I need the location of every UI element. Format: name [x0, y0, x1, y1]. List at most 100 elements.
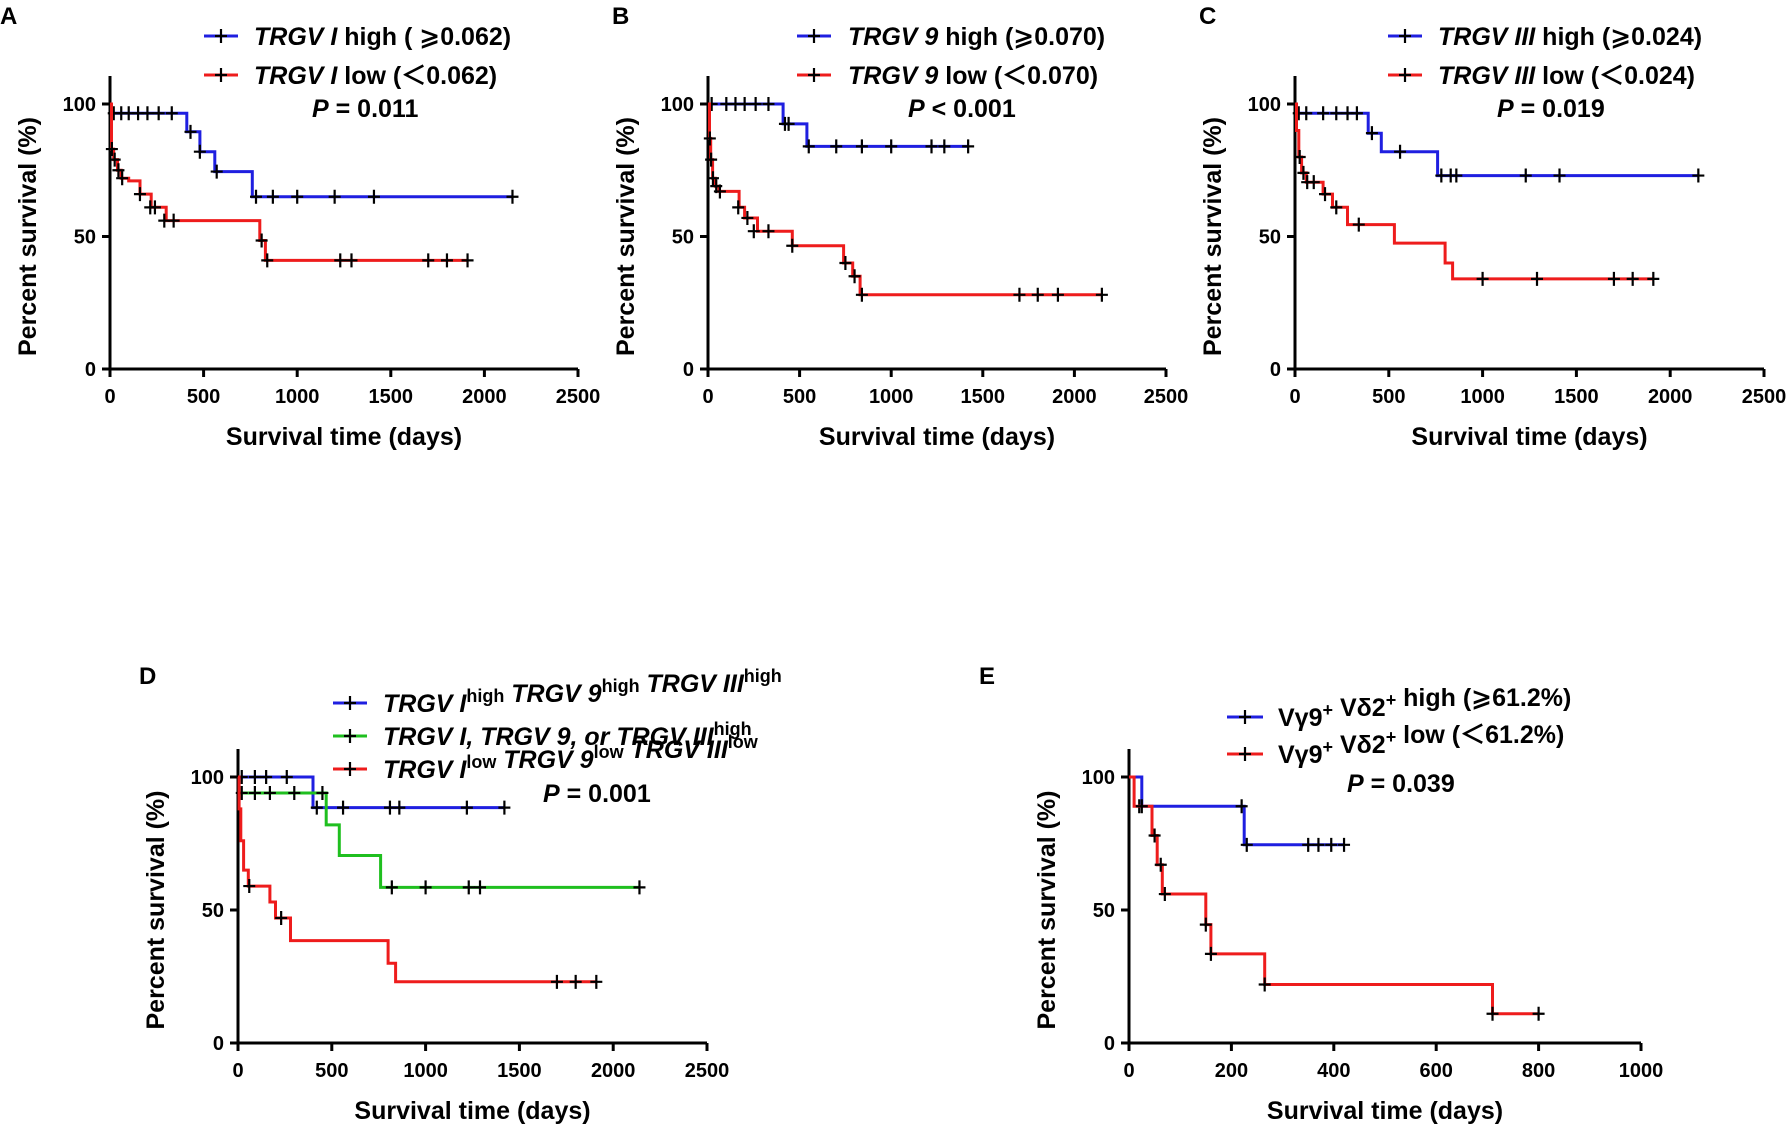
censor-mark — [116, 171, 129, 186]
censor-mark — [1486, 1006, 1499, 1021]
legend-label: Vγ9+ Vδ2+ low (＜61.2%) — [1278, 721, 1564, 769]
censor-mark — [460, 800, 473, 815]
x-axis-title: Survival time (days) — [354, 1097, 590, 1125]
legend-level: low (＜0.062) — [337, 62, 497, 90]
panel-letter: A — [0, 3, 17, 30]
x-tick-label: 1500 — [369, 386, 414, 408]
p-value: P = 0.019 — [1497, 95, 1605, 123]
p-number: = 0.001 — [560, 780, 651, 808]
legend-censor-mark — [215, 68, 227, 82]
legend-superscript: + — [1386, 690, 1397, 710]
censor-mark — [334, 253, 347, 268]
y-tick-label: 50 — [74, 227, 96, 249]
censor-mark — [1051, 287, 1064, 302]
censor-mark — [848, 269, 861, 284]
legend-text: Vδ2 — [1333, 731, 1386, 759]
legend-level: high (⩾0.024) — [1535, 23, 1702, 51]
censor-mark — [248, 770, 261, 784]
legend-text: TRGV 9 — [504, 680, 601, 708]
legend-censor-mark — [1239, 747, 1251, 761]
legend-text: Vδ2 — [1333, 694, 1386, 722]
censor-mark — [830, 139, 843, 154]
x-tick-label: 1000 — [869, 386, 914, 408]
censor-mark — [1013, 287, 1026, 302]
censor-mark — [367, 189, 380, 204]
y-tick-label: 50 — [672, 227, 694, 249]
y-tick-label: 0 — [1270, 359, 1281, 381]
y-tick-label: 0 — [1104, 1033, 1115, 1055]
p-number: < 0.001 — [925, 95, 1016, 123]
legend-text: TRGV III — [624, 736, 729, 764]
panel-d: D 0 500 1000 1500 2000 2500 0 50 100 Survival time… — [139, 663, 782, 1125]
x-tick-label: 1000 — [1619, 1060, 1664, 1082]
legend-censor-mark — [808, 68, 820, 82]
censor-mark — [1330, 106, 1343, 121]
censor-mark — [1235, 799, 1248, 814]
legend-gene: TRGV I — [254, 62, 338, 90]
censor-mark — [210, 164, 223, 179]
censor-mark — [590, 974, 603, 989]
p-label: P — [1497, 95, 1514, 123]
legend-superscript: + — [1322, 700, 1333, 720]
censor-mark — [462, 880, 475, 895]
censor-mark — [762, 224, 775, 239]
y-tick-label: 50 — [1093, 900, 1115, 922]
p-label: P — [543, 780, 560, 808]
censor-mark — [328, 189, 341, 204]
censor-mark — [243, 879, 256, 894]
x-tick-label: 600 — [1420, 1060, 1453, 1082]
y-tick-label: 0 — [683, 359, 694, 381]
censor-mark — [506, 189, 519, 204]
survival-curve — [1129, 775, 1344, 847]
x-tick-label: 0 — [702, 386, 713, 408]
legend-censor-mark — [344, 762, 356, 776]
legend: Vγ9+ Vδ2+ high (⩾61.2%)Vγ9+ Vδ2+ low (＜6… — [1227, 684, 1571, 769]
legend-label: Vγ9+ Vδ2+ high (⩾61.2%) — [1278, 684, 1571, 732]
censor-mark — [633, 880, 646, 895]
legend-censor-mark — [344, 696, 356, 710]
y-axis-title: Percent survival (%) — [612, 117, 640, 356]
legend-superscript: + — [1322, 737, 1333, 757]
censor-mark — [440, 253, 453, 268]
legend: TRGV III high (⩾0.024)TRGV III low (＜0.0… — [1388, 23, 1702, 90]
x-tick-label: 0 — [1289, 386, 1300, 408]
censor-mark — [713, 184, 726, 199]
x-tick-label: 1500 — [497, 1060, 542, 1082]
x-tick-label: 2500 — [685, 1060, 730, 1082]
censor-mark — [260, 770, 273, 784]
censor-mark — [474, 880, 487, 895]
legend-superscript: low — [466, 752, 497, 772]
censor-mark — [706, 171, 719, 186]
y-tick-label: 50 — [202, 900, 224, 922]
censor-mark — [167, 213, 180, 228]
panel-c: C 0 500 1000 1500 2000 2500 0 50 100 Survival time… — [1199, 3, 1786, 451]
legend-censor-mark — [808, 29, 820, 43]
legend-level: high ( ⩾0.062) — [337, 23, 511, 51]
censor-mark — [1258, 977, 1271, 992]
censor-mark — [705, 152, 718, 167]
censor-mark — [1297, 165, 1310, 180]
x-tick-label: 500 — [1372, 386, 1405, 408]
survival-curve — [110, 111, 513, 199]
legend-gene: TRGV 9 — [848, 23, 938, 51]
censor-mark — [550, 974, 563, 989]
censor-mark — [112, 163, 125, 178]
y-axis-title: Percent survival (%) — [142, 791, 170, 1030]
x-tick-label: 2000 — [462, 386, 507, 408]
censor-mark — [855, 139, 868, 154]
panel-letter: B — [612, 3, 629, 30]
censor-mark — [762, 97, 775, 111]
censor-mark — [280, 770, 293, 784]
legend-label: TRGV I low (＜0.062) — [254, 62, 497, 90]
censor-mark — [291, 189, 304, 204]
censor-mark — [703, 131, 716, 146]
censor-mark — [732, 200, 745, 215]
survival-curve — [1295, 111, 1699, 178]
censor-mark — [255, 233, 268, 248]
censor-mark — [855, 287, 868, 302]
legend-label: TRGV I high ( ⩾0.062) — [254, 23, 511, 51]
y-tick-label: 50 — [1259, 227, 1281, 249]
censor-mark — [747, 224, 760, 239]
censor-mark — [165, 106, 178, 121]
censor-mark — [749, 97, 762, 111]
